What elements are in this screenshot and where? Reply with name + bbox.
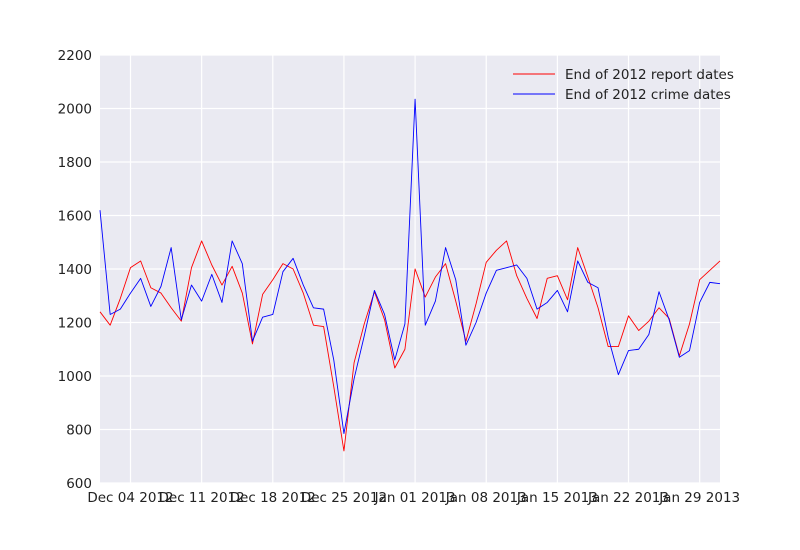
series-line-1 [99, 98, 721, 434]
series-lines [99, 98, 721, 452]
x-tick-label: Jan 15 2013 [516, 490, 598, 506]
series-line-0 [99, 240, 721, 452]
y-tick-label: 1000 [58, 369, 92, 385]
y-tick-label: 600 [66, 476, 92, 492]
x-tick-label: Dec 11 2012 [159, 490, 245, 506]
y-tick-label: 1400 [58, 262, 92, 278]
x-tick-label: Dec 18 2012 [230, 490, 316, 506]
x-tick-label: Jan 08 2013 [445, 490, 527, 506]
x-tick-label: Dec 25 2012 [301, 490, 387, 506]
legend-label-report-dates: End of 2012 report dates [565, 67, 734, 83]
x-tick-label: Jan 22 2013 [587, 490, 669, 506]
x-tick-label: Jan 01 2013 [374, 490, 456, 506]
y-tick-label: 1200 [58, 316, 92, 332]
legend: End of 2012 report dates End of 2012 cri… [513, 67, 734, 103]
y-tick-label: 2200 [58, 48, 92, 64]
y-tick-label: 2000 [58, 102, 92, 118]
x-tick-label: Jan 29 2013 [658, 490, 740, 506]
x-tick-label: Dec 04 2012 [87, 490, 173, 506]
y-tick-label: 800 [66, 423, 92, 439]
y-tick-label: 1800 [58, 155, 92, 171]
legend-label-crime-dates: End of 2012 crime dates [565, 87, 731, 103]
y-tick-label: 1600 [58, 209, 92, 225]
y-axis-ticks: 600 800 1000 1200 1400 1600 1800 2000 2200 [58, 48, 92, 492]
